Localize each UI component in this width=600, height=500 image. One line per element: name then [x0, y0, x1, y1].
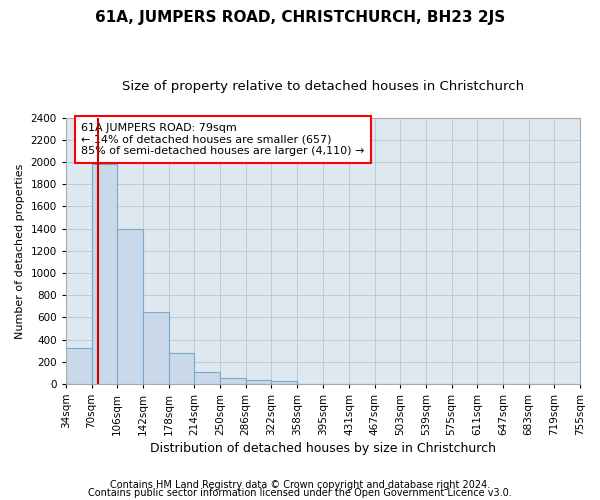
- Bar: [169, 353, 194, 384]
- X-axis label: Distribution of detached houses by size in Christchurch: Distribution of detached houses by size …: [150, 442, 496, 455]
- Title: Size of property relative to detached houses in Christchurch: Size of property relative to detached ho…: [122, 80, 524, 93]
- Bar: [92, 164, 117, 384]
- Bar: [220, 378, 245, 384]
- Bar: [143, 312, 169, 384]
- Bar: [66, 348, 92, 384]
- Y-axis label: Number of detached properties: Number of detached properties: [15, 163, 25, 338]
- Bar: [194, 372, 220, 384]
- Text: 61A JUMPERS ROAD: 79sqm
← 14% of detached houses are smaller (657)
85% of semi-d: 61A JUMPERS ROAD: 79sqm ← 14% of detache…: [81, 123, 365, 156]
- Text: 61A, JUMPERS ROAD, CHRISTCHURCH, BH23 2JS: 61A, JUMPERS ROAD, CHRISTCHURCH, BH23 2J…: [95, 10, 505, 25]
- Text: Contains HM Land Registry data © Crown copyright and database right 2024.: Contains HM Land Registry data © Crown c…: [110, 480, 490, 490]
- Bar: [117, 228, 143, 384]
- Text: Contains public sector information licensed under the Open Government Licence v3: Contains public sector information licen…: [88, 488, 512, 498]
- Bar: [245, 380, 271, 384]
- Bar: [271, 381, 297, 384]
